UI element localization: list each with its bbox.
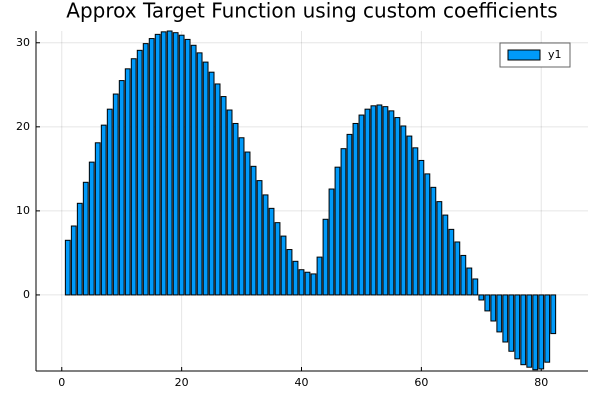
- bar: [400, 125, 407, 296]
- bar: [364, 108, 371, 296]
- bar: [466, 267, 473, 296]
- bar: [172, 32, 179, 296]
- bar: [322, 218, 329, 296]
- bar: [448, 228, 455, 296]
- y-tick-label: 0: [23, 288, 30, 301]
- bar: [340, 148, 347, 296]
- bar: [226, 109, 233, 296]
- bar: [262, 194, 269, 296]
- bar: [286, 249, 293, 296]
- bar: [238, 137, 245, 296]
- bar: [88, 161, 95, 296]
- bar: [484, 294, 491, 312]
- bar: [118, 80, 125, 296]
- bar: [202, 61, 209, 296]
- bar: [268, 207, 275, 296]
- bar: [544, 294, 551, 363]
- bar: [304, 271, 311, 296]
- bar: [454, 241, 461, 296]
- y-tick-label: 30: [16, 36, 30, 49]
- bar: [76, 202, 83, 296]
- bar: [310, 273, 317, 296]
- bar: [70, 225, 77, 296]
- bar: [166, 30, 173, 296]
- bar: [358, 114, 365, 296]
- bar: [280, 235, 287, 296]
- bar: [352, 122, 359, 296]
- x-tick-label: 60: [414, 376, 428, 389]
- bar: [64, 239, 71, 296]
- bar: [94, 142, 101, 296]
- bar: [478, 294, 485, 301]
- bar: [532, 294, 539, 371]
- bar: [316, 256, 323, 296]
- bar: [412, 147, 419, 296]
- bar: [292, 260, 299, 296]
- bar: [502, 294, 509, 343]
- bar: [472, 278, 479, 296]
- bar: [136, 49, 143, 296]
- bar: [526, 294, 533, 368]
- bar: [184, 38, 191, 296]
- bar: [208, 71, 215, 296]
- bar: [376, 104, 383, 296]
- bar: [382, 106, 389, 296]
- x-tick-label: 80: [534, 376, 548, 389]
- bar: [436, 201, 443, 296]
- bar: [196, 52, 203, 296]
- bar: [100, 124, 107, 296]
- bar: [274, 222, 281, 296]
- bar: [124, 68, 131, 296]
- legend-swatch: [507, 49, 541, 61]
- x-tick-label: 0: [58, 376, 65, 389]
- bar: [112, 93, 119, 296]
- bar: [256, 180, 263, 296]
- x-tick-label: 40: [295, 376, 309, 389]
- bar: [250, 165, 257, 296]
- bar: [496, 294, 503, 333]
- bar: [220, 96, 227, 296]
- bar: [394, 117, 401, 296]
- bar: [550, 294, 557, 335]
- bar: [418, 159, 425, 296]
- bar: [514, 294, 521, 360]
- bar: [406, 135, 413, 296]
- bar: [214, 83, 221, 296]
- y-tick-label: 10: [16, 204, 30, 217]
- legend-label: y1: [548, 48, 562, 61]
- bar: [346, 133, 353, 296]
- bar: [490, 294, 497, 322]
- bar: [430, 186, 437, 296]
- bar: [328, 188, 335, 296]
- bar: [334, 166, 341, 296]
- bar: [130, 58, 137, 296]
- bar: [424, 173, 431, 296]
- bar: [232, 122, 239, 296]
- chart-title: Approx Target Function using custom coef…: [66, 0, 557, 23]
- bar: [178, 34, 185, 296]
- bar: [388, 110, 395, 296]
- bar: [520, 294, 527, 366]
- bar: [190, 44, 197, 296]
- bar: [460, 254, 467, 296]
- bar: [148, 38, 155, 296]
- bar: [160, 31, 167, 296]
- bar: [298, 269, 305, 296]
- bar: [538, 294, 545, 370]
- bar: [370, 105, 377, 296]
- bar: [508, 294, 515, 352]
- bar: [442, 214, 449, 296]
- bar: [154, 33, 161, 296]
- bar: [244, 151, 251, 296]
- y-tick-label: 20: [16, 120, 30, 133]
- x-tick-label: 20: [175, 376, 189, 389]
- bar: [106, 108, 113, 296]
- bar: [82, 181, 89, 296]
- bar: [142, 43, 149, 296]
